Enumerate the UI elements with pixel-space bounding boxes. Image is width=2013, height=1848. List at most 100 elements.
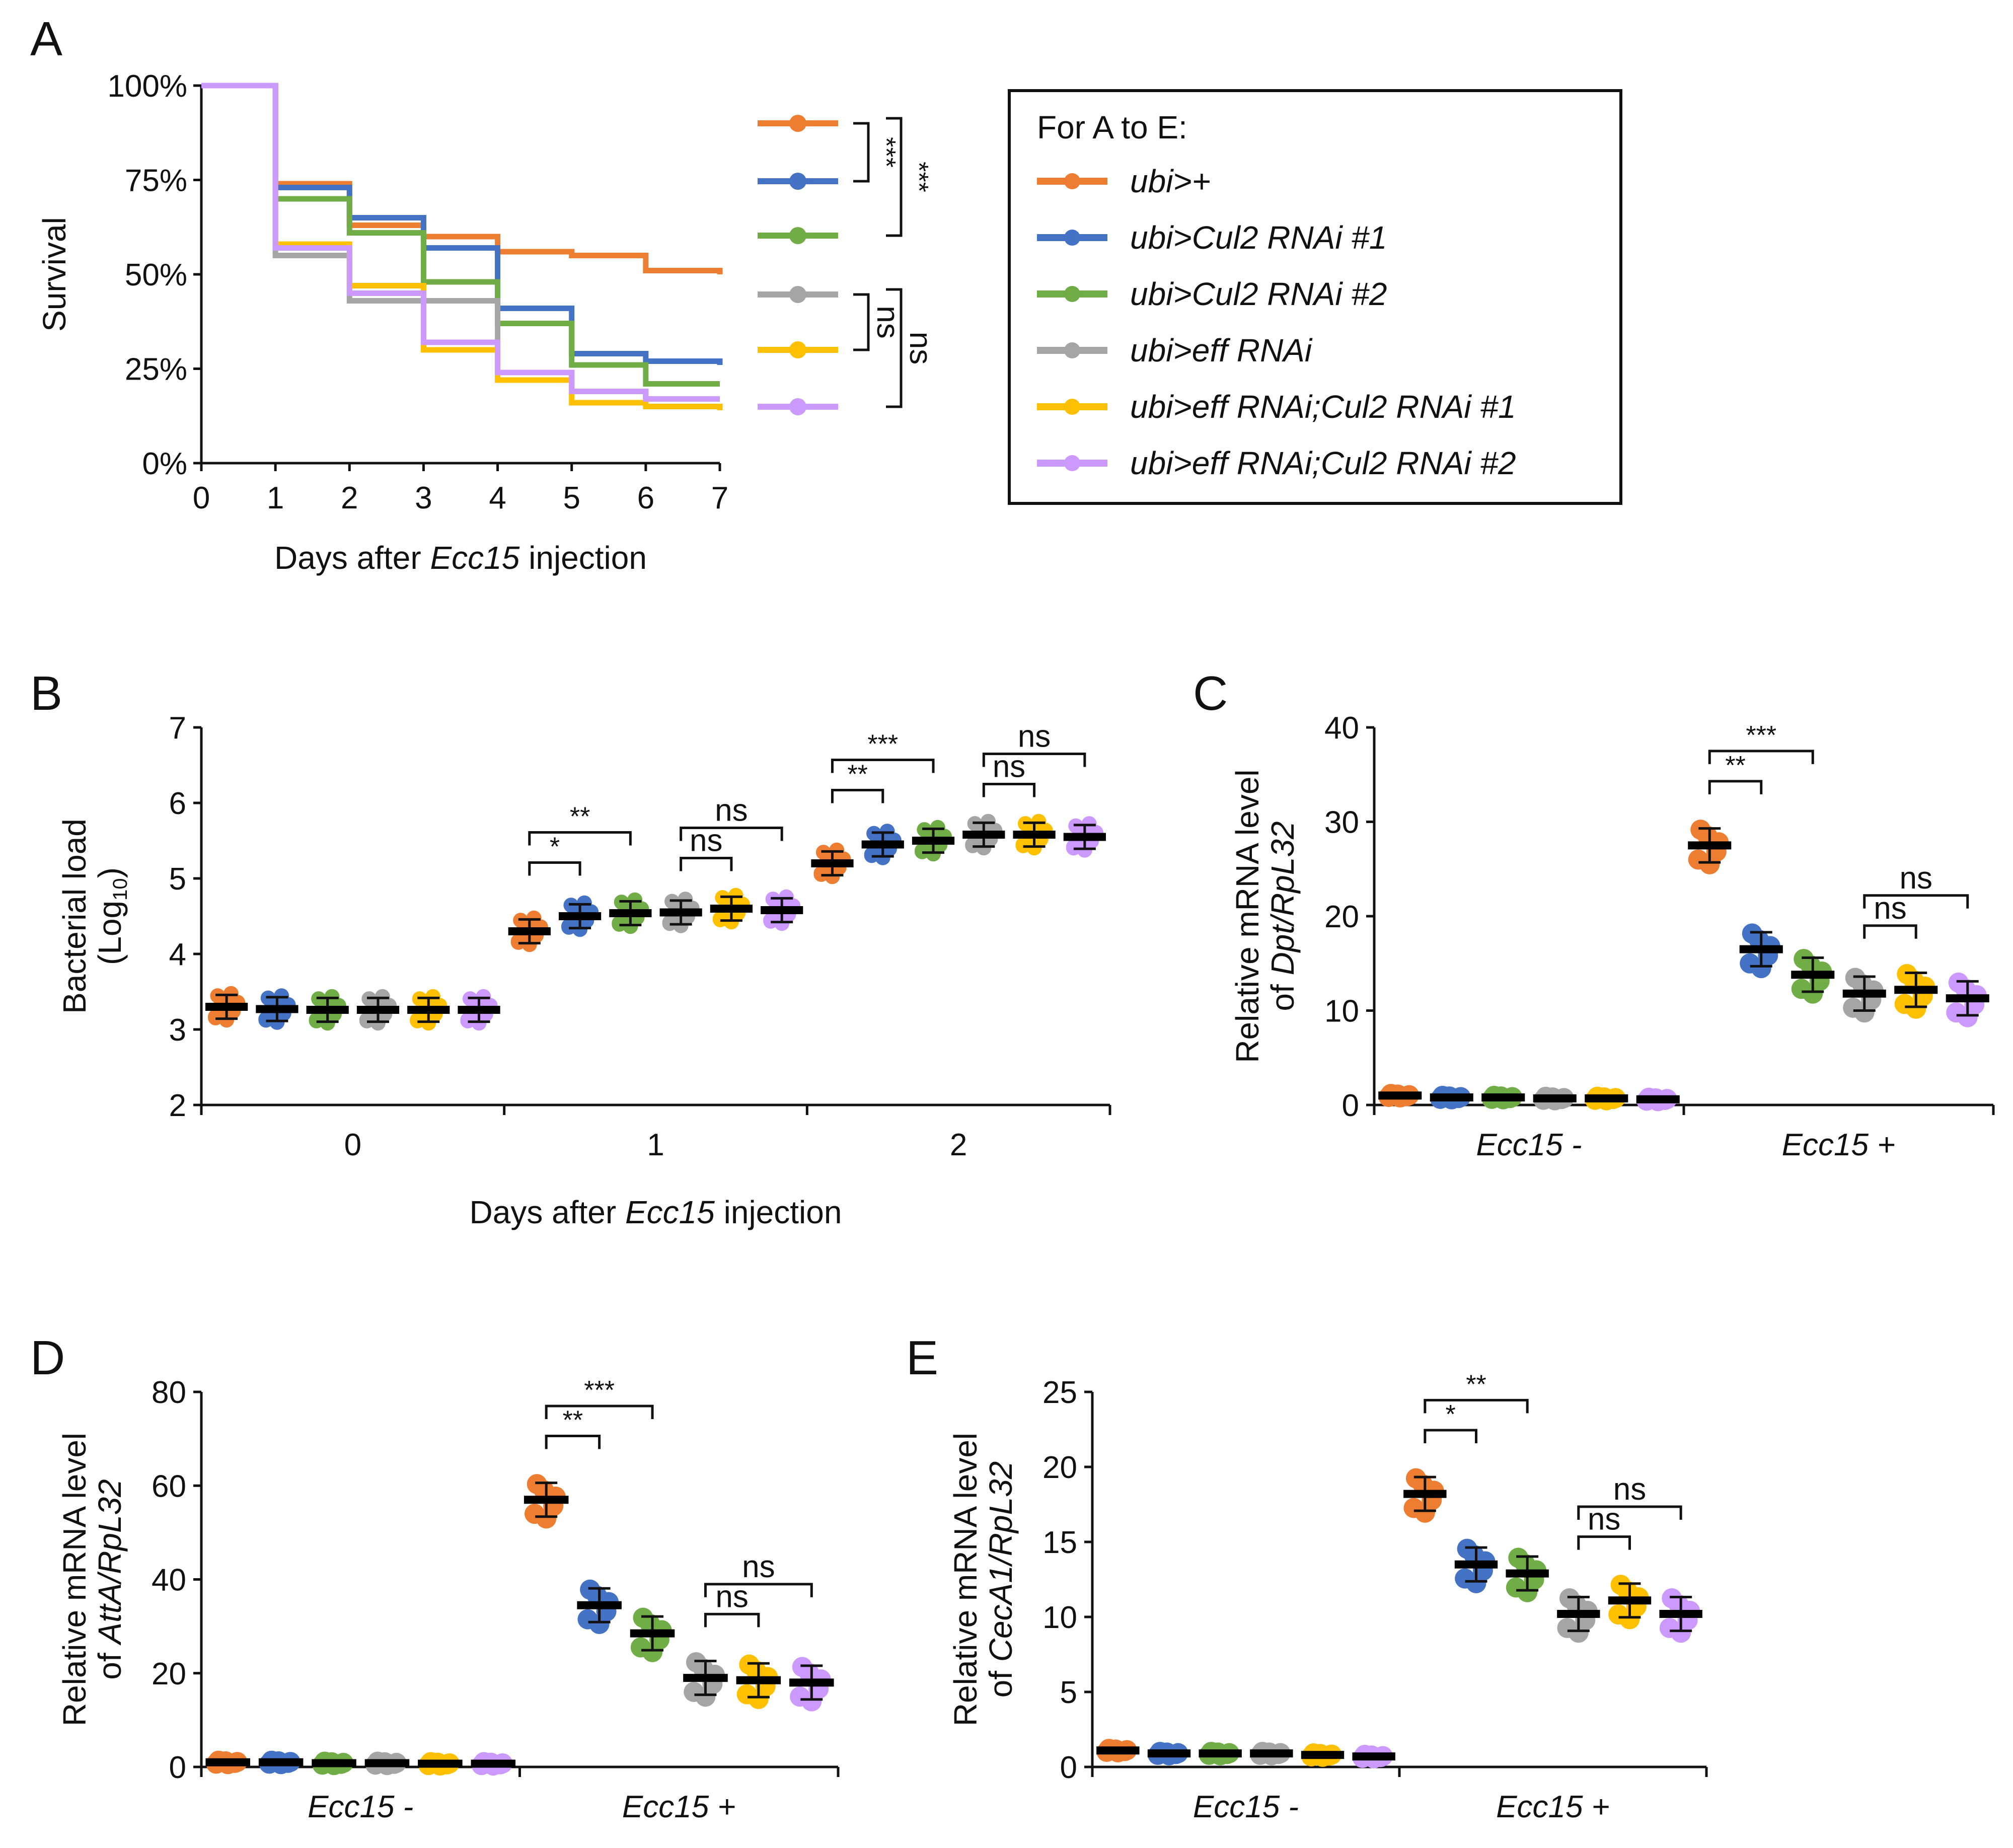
y-tick-label: 3 <box>169 1013 186 1048</box>
y-axis-title-part: (Log <box>92 901 128 965</box>
y-axis-title-italic: CecA1/RpL32 <box>983 1461 1019 1662</box>
data-point <box>1619 1609 1640 1630</box>
sig-a-4-bracket <box>886 288 903 408</box>
significance-bracket <box>982 783 1036 797</box>
data-point <box>1906 998 1926 1019</box>
data-point <box>1671 1622 1691 1643</box>
x-tick-label: 4 <box>489 481 506 515</box>
x-axis-title-part: Days after <box>274 540 430 576</box>
data-point <box>695 1686 716 1707</box>
x-axis-title-italic: Ecc15 <box>625 1194 715 1230</box>
significance-label: ** <box>1466 1370 1486 1399</box>
legend-swatch-dot <box>1064 399 1080 415</box>
y-axis-title-line1: Bacterial load <box>56 819 93 1014</box>
x-axis-title-italic: Ecc15 <box>430 540 519 576</box>
significance-bracket <box>680 827 783 841</box>
y-tick-label: 10 <box>1324 994 1359 1029</box>
data-point <box>1015 838 1031 853</box>
legend-label: ubi>Cul2 RNAi #1 <box>1130 219 1387 256</box>
y-axis-title-line2: (Log10) <box>92 867 131 965</box>
data-point <box>662 916 678 931</box>
y-tick-label: 80 <box>152 1375 186 1410</box>
y-tick-label: 5 <box>1060 1675 1077 1710</box>
significance-bracket <box>982 753 1086 767</box>
significance-bracket <box>680 857 733 871</box>
y-tick-label: 40 <box>152 1563 186 1598</box>
y-axis-title-line1: Relative mRNA level <box>1229 769 1265 1063</box>
y-tick-label: 10 <box>1042 1600 1077 1635</box>
survival-line <box>201 83 720 387</box>
x-axis-title: Days after Ecc15 injection <box>274 540 647 576</box>
category-label: Ecc15 + <box>1782 1128 1896 1162</box>
y-axis-title-part: of <box>1264 975 1301 1011</box>
y-tick-label: 75% <box>125 164 187 198</box>
data-point <box>309 1013 324 1028</box>
data-point <box>763 913 779 929</box>
significance-bracket <box>831 789 884 803</box>
significance-label: * <box>1446 1400 1456 1429</box>
legend-label: ubi>eff RNAi <box>1130 332 1313 368</box>
y-tick-label: 40 <box>1324 711 1359 746</box>
series-marker-dot <box>789 173 806 190</box>
significance-bracket <box>1863 924 1917 939</box>
significance-bracket <box>1424 1398 1529 1414</box>
y-tick-label: 4 <box>169 937 186 972</box>
legend: For A to E: ubi>+ ubi>Cul2 RNAi #1 ubi>Cul… <box>1008 89 1622 505</box>
category-label: 1 <box>647 1128 664 1162</box>
panel-letter-a: A <box>30 12 62 66</box>
y-axis-title-subscript: 10 <box>109 878 131 901</box>
data-point <box>612 916 627 932</box>
y-tick-label: 100% <box>107 69 187 104</box>
significance-bracket <box>545 1435 601 1449</box>
y-axis-title-line1: Relative mRNA level <box>947 1433 984 1726</box>
significance-label: ns <box>1900 861 1932 896</box>
x-axis-title-part: injection <box>715 1194 842 1230</box>
significance-bracket <box>1708 750 1814 764</box>
y-axis-title-italic: AttA/RpL32 <box>92 1479 128 1646</box>
data-point <box>1751 958 1771 979</box>
series-marker-dot <box>789 227 806 244</box>
category-label: Ecc15 + <box>1496 1790 1610 1824</box>
x-tick-label: 2 <box>341 481 358 515</box>
legend-swatch-dot <box>1064 286 1080 302</box>
data-point <box>589 1613 610 1634</box>
data-point <box>1066 840 1081 856</box>
data-point <box>712 912 728 927</box>
significance-label: ** <box>847 760 867 789</box>
significance-bracket <box>1577 1535 1631 1550</box>
y-axis-title-line2: of Dpt/RpL32 <box>1264 821 1301 1011</box>
significance-bracket <box>528 831 632 846</box>
significance-bracket <box>1708 780 1763 794</box>
data-point <box>410 1013 425 1028</box>
x-axis-title: Days after Ecc15 injection <box>470 1194 842 1230</box>
significance-bracket <box>1577 1505 1682 1520</box>
y-axis-title-line2: of AttA/RpL32 <box>92 1479 128 1679</box>
category-label: Ecc15 - <box>1193 1790 1299 1824</box>
survival-line <box>201 83 720 402</box>
data-point <box>864 848 879 863</box>
significance-label: *** <box>1746 721 1776 750</box>
y-tick-label: 5 <box>169 862 186 897</box>
x-tick-label: 5 <box>563 481 580 515</box>
significance-label: ** <box>563 1406 583 1435</box>
data-point <box>1803 983 1823 1004</box>
y-axis-title-part: of <box>92 1644 128 1680</box>
legend-frame <box>1008 89 1622 505</box>
y-tick-label: 50% <box>125 258 187 292</box>
significance-bracket <box>1424 1429 1477 1443</box>
category-label: Ecc15 - <box>1476 1128 1582 1162</box>
sig-a-1-label: *** <box>871 137 901 168</box>
significance-label: *** <box>584 1376 615 1405</box>
legend-label: ubi>eff RNAi;Cul2 RNAi #2 <box>1130 445 1516 481</box>
data-point <box>1568 1622 1589 1643</box>
y-axis-title-line1: Relative mRNA level <box>56 1433 93 1726</box>
series-marker-dot <box>789 286 806 303</box>
y-tick-label: 60 <box>152 1469 186 1504</box>
legend-swatch-dot <box>1064 455 1080 471</box>
data-point <box>1854 1002 1875 1023</box>
data-point <box>801 1691 822 1712</box>
legend-label: ubi>eff RNAi;Cul2 RNAi #1 <box>1130 389 1516 425</box>
y-axis-title-line2: of CecA1/RpL32 <box>983 1461 1019 1698</box>
significance-label: ** <box>570 802 590 832</box>
